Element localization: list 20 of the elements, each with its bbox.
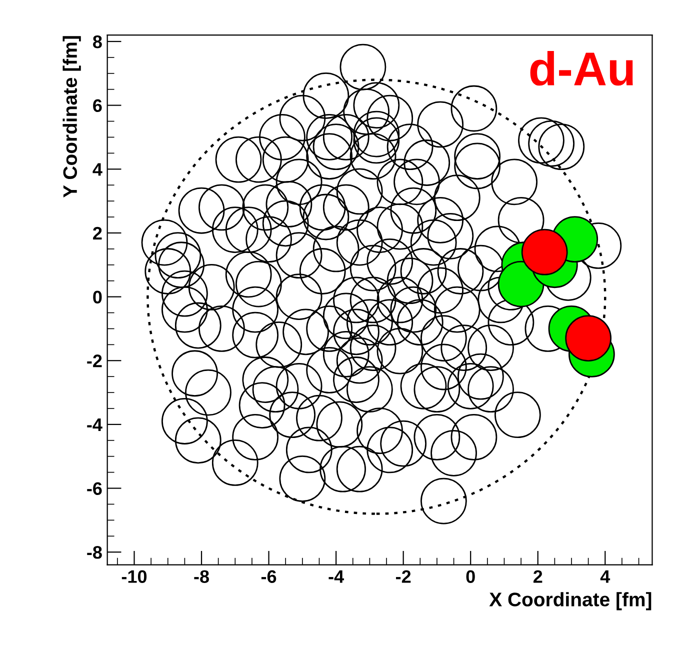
y-tick-label: 4: [92, 163, 102, 176]
y-tick-label: 0: [93, 290, 102, 304]
x-tick-label: -2: [396, 570, 411, 583]
y-tick-label: 2: [93, 226, 102, 240]
y-tick-label: -4: [87, 418, 102, 431]
x-tick-label: 0: [466, 570, 475, 583]
x-tick-label: 2: [533, 570, 542, 583]
x-tick-label: 4: [600, 570, 610, 583]
y-tick-label: 6: [93, 99, 102, 112]
chart-title: d-Au: [530, 50, 633, 86]
x-tick-label: -6: [261, 570, 276, 583]
x-tick-label: -4: [328, 570, 344, 583]
y-axis-title: Y Coordinate [fm]: [62, 36, 81, 198]
y-tick-label: 8: [93, 35, 102, 48]
x-tick-label: -8: [194, 570, 209, 583]
y-tick-label: -6: [87, 482, 102, 495]
x-axis-title: X Coordinate [fm]: [489, 592, 652, 610]
y-tick-label: -8: [87, 546, 102, 559]
y-tick-label: -2: [87, 354, 102, 368]
x-tick-label: -10: [122, 570, 147, 583]
